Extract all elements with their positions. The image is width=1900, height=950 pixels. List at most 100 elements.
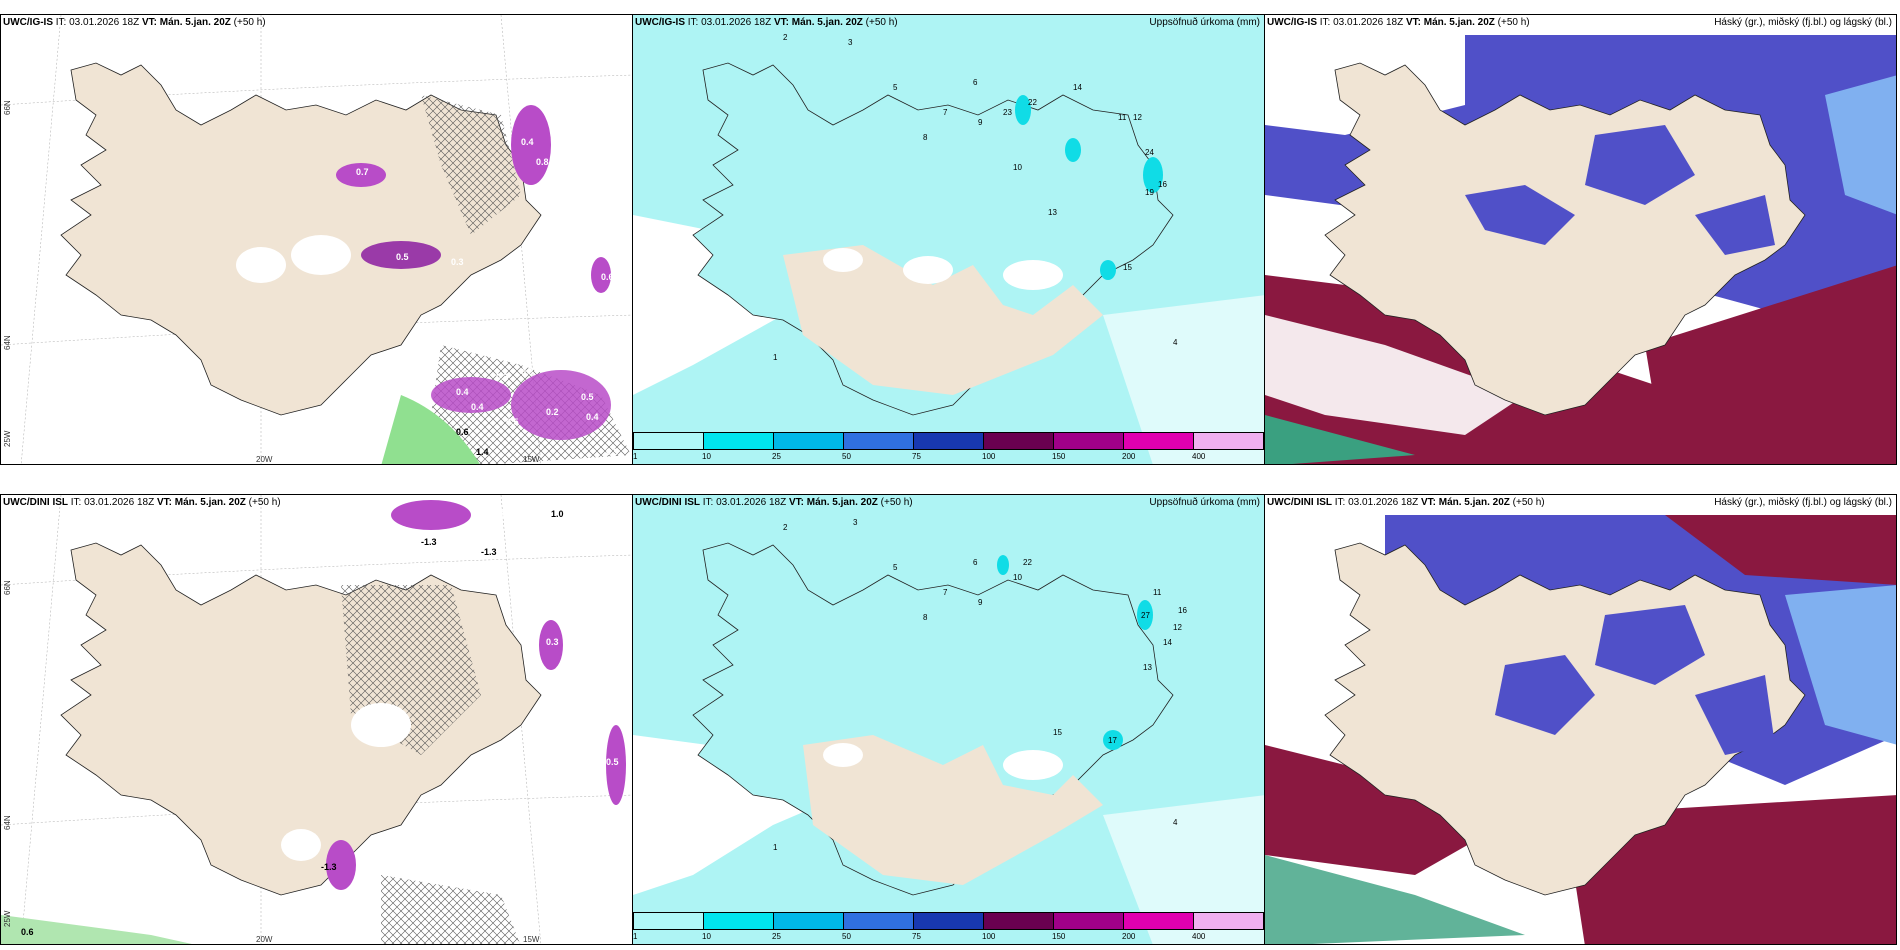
precip-value: 6 xyxy=(973,558,978,567)
snow-values: 0.3 0.4 0.5 0.4 0.3 0.5 0.4 0.6 0.7 0.3 … xyxy=(356,137,624,457)
product-title: Uppsöfnuð úrkoma (mm) xyxy=(1149,17,1260,28)
precip-value: 9 xyxy=(978,598,983,607)
value-label: -1.3 xyxy=(321,862,337,872)
colorbar-label: 400 xyxy=(1192,452,1206,461)
panel-title: UWC/DINI ISL IT: 03.01.2026 18Z VT: Mán.… xyxy=(3,497,281,508)
precip-value: 22 xyxy=(1028,98,1037,107)
colorbar-label: 200 xyxy=(1122,932,1136,941)
colorbar-label: 25 xyxy=(772,452,781,461)
product-title: Háský (gr.), miðský (fj.bl.) og lágský (… xyxy=(1714,17,1892,28)
colorbar-label: 1 xyxy=(633,452,638,461)
precip-value: 14 xyxy=(1163,638,1172,647)
panel-right-row1: UWC/IG-IS IT: 03.01.2026 18Z VT: Mán. 5.… xyxy=(1264,14,1897,465)
precip-value: 13 xyxy=(1143,663,1152,672)
value-label: 0.3 xyxy=(521,367,534,377)
precip-value: 10 xyxy=(1013,163,1022,172)
colorbar-label: 50 xyxy=(842,932,851,941)
value-label: 0.4 xyxy=(501,509,514,519)
snow-wind-map: 1.0 -1.3 -1.3 0.4 0.4 0.6 -1.3 0.3 0.5 xyxy=(1,495,632,944)
precip-map: 2 3 5 6 7 8 9 10 14 11 12 22 23 24 19 16… xyxy=(633,15,1264,464)
colorbar-label: 75 xyxy=(912,932,921,941)
precip-value: 23 xyxy=(1003,108,1012,117)
precip-value: 19 xyxy=(1145,188,1154,197)
colorbar-swatch xyxy=(1194,913,1263,929)
colorbar-label: 100 xyxy=(982,452,996,461)
value-label: 0.4 xyxy=(586,412,599,422)
product-title: Uppsöfnuð úrkoma (mm) xyxy=(1149,497,1260,508)
panel-left-row1: UWC/IG-IS IT: 03.01.2026 18Z VT: Mán. 5.… xyxy=(0,14,633,465)
value-label: 0.5 xyxy=(396,252,409,262)
colorbar-swatch xyxy=(1194,433,1263,449)
precip-value: 15 xyxy=(1053,728,1062,737)
colorbar-swatch xyxy=(774,433,844,449)
lon-label: 15W xyxy=(523,455,540,464)
colorbar-swatch xyxy=(984,433,1054,449)
panel-left-row2: UWC/DINI ISL IT: 03.01.2026 18Z VT: Mán.… xyxy=(0,494,633,945)
value-label: -1.3 xyxy=(481,547,497,557)
precip-value: 17 xyxy=(1108,736,1117,745)
precip-value: 5 xyxy=(893,563,898,572)
precip-value: 14 xyxy=(1073,83,1082,92)
precip-value: 1 xyxy=(773,353,778,362)
precip-value: 4 xyxy=(1173,338,1178,347)
panel-middle-row1: UWC/IG-IS IT: 03.01.2026 18Z VT: Mán. 5.… xyxy=(632,14,1265,465)
precip-value: 7 xyxy=(943,108,948,117)
precip-value: 15 xyxy=(1123,263,1132,272)
colorbar-label: 100 xyxy=(982,932,996,941)
colorbar-label: 150 xyxy=(1052,932,1066,941)
product-title: Háský (gr.), miðský (fj.bl.) og lágský (… xyxy=(1714,497,1892,508)
precip-value: 3 xyxy=(853,518,858,527)
value-label: 0.8 xyxy=(536,157,549,167)
value-label: 1.4 xyxy=(476,447,489,457)
value-label: -1.3 xyxy=(421,537,437,547)
panel-title: UWC/DINI ISL IT: 03.01.2026 18Z VT: Mán.… xyxy=(1267,497,1545,508)
precip-value: 7 xyxy=(943,588,948,597)
colorbar-swatch xyxy=(774,913,844,929)
colorbar-swatch xyxy=(844,433,914,449)
lon-label: 15W xyxy=(523,935,540,944)
colorbar-swatch xyxy=(984,913,1054,929)
colorbar-swatch xyxy=(1124,433,1194,449)
value-label: 0.3 xyxy=(611,397,624,407)
value-label: 0.4 xyxy=(521,137,534,147)
precip-value: 11 xyxy=(1153,588,1162,597)
precip-value: 6 xyxy=(973,78,978,87)
colorbar-label: 1 xyxy=(633,932,638,941)
lat-label: 66N xyxy=(3,580,12,595)
colorbar-swatch xyxy=(704,433,774,449)
precip-value: 2 xyxy=(783,33,788,42)
precip-value: 22 xyxy=(1023,558,1032,567)
value-label: 0.9 xyxy=(606,447,619,457)
value-label: 0.5 xyxy=(581,392,594,402)
precip-value: 16 xyxy=(1158,180,1167,189)
colorbar-swatch xyxy=(1124,913,1194,929)
precip-value: 2 xyxy=(783,523,788,532)
precip-values: 2 3 5 6 7 8 9 10 14 11 12 22 23 24 19 16… xyxy=(773,33,1178,362)
colorbar-label: 50 xyxy=(842,452,851,461)
colorbar-label: 75 xyxy=(912,452,921,461)
lat-label: 25W xyxy=(3,910,12,927)
precip-values: 2 3 5 6 7 8 9 10 11 12 13 14 16 17 22 27… xyxy=(773,518,1187,852)
lon-label: 20W xyxy=(256,455,273,464)
value-label: 0.6 xyxy=(21,927,34,937)
panel-right-row2: UWC/DINI ISL IT: 03.01.2026 18Z VT: Mán.… xyxy=(1264,494,1897,945)
colorbar-label: 10 xyxy=(702,932,711,941)
colorbar-label: 200 xyxy=(1122,452,1136,461)
colorbar-label: 25 xyxy=(772,932,781,941)
precip-value: 13 xyxy=(1048,208,1057,217)
precip-value: 11 xyxy=(1118,113,1127,122)
colorbar-swatch xyxy=(844,913,914,929)
colorbar-swatch xyxy=(634,433,704,449)
cloud-map xyxy=(1265,495,1896,944)
precip-value: 3 xyxy=(848,38,853,47)
colorbar-label: 150 xyxy=(1052,452,1066,461)
precip-value: 9 xyxy=(978,118,983,127)
precip-value: 1 xyxy=(773,843,778,852)
precip-value: 5 xyxy=(893,83,898,92)
value-label: 0.5 xyxy=(606,757,619,767)
colorbar-swatch xyxy=(1054,913,1124,929)
colorbar xyxy=(633,432,1264,450)
value-label: 0.3 xyxy=(451,257,464,267)
colorbar-label: 400 xyxy=(1192,932,1206,941)
value-label: 0.4 xyxy=(471,509,484,519)
